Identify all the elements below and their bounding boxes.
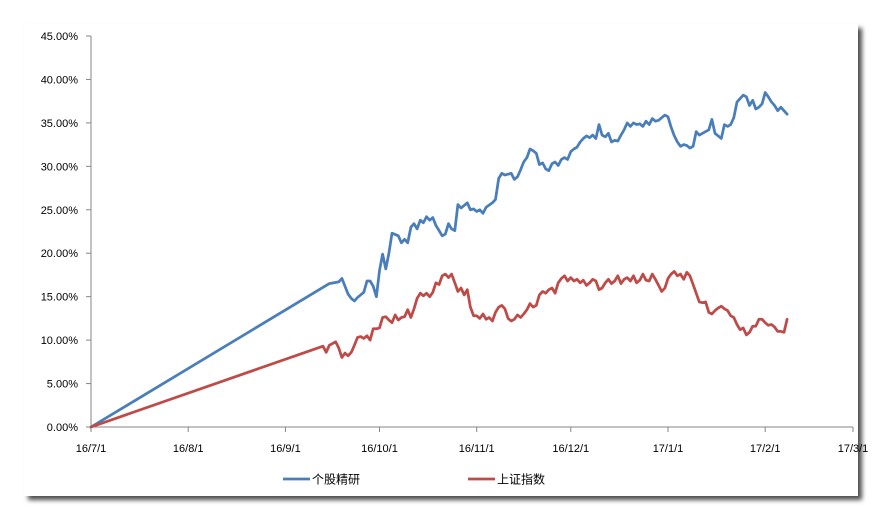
x-tick-label: 16/7/1: [76, 443, 107, 455]
y-tick-label: 45.00%: [41, 31, 79, 43]
x-tick-label: 16/11/1: [459, 443, 495, 455]
series-line-2: [89, 270, 789, 429]
legend: 个股精研 上证指数: [283, 472, 545, 487]
y-tick-label: 30.00%: [41, 161, 79, 173]
series-line-1: [89, 91, 789, 429]
y-tick-label: 25.00%: [41, 205, 79, 217]
legend-label: 个股精研: [312, 473, 360, 487]
y-tick-label: 15.00%: [41, 292, 79, 304]
x-axis-tick-labels: 16/7/1 16/8/1 16/9/1 16/10/1 16/11/1 16/12/1 1…: [76, 427, 869, 455]
x-tick-label: 17/2/1: [750, 443, 781, 455]
y-tick-label: 40.00%: [41, 74, 79, 86]
x-tick-label: 16/8/1: [173, 443, 204, 455]
x-tick-label: 16/9/1: [270, 443, 301, 455]
y-tick-label: 35.00%: [41, 118, 79, 130]
series-lines: [89, 91, 789, 429]
x-tick-label: 16/12/1: [552, 443, 589, 455]
chart-area: [24, 24, 858, 496]
x-tick-label: 17/3/1: [838, 443, 869, 455]
y-tick-label: 10.00%: [41, 335, 79, 347]
legend-label: 上证指数: [497, 472, 545, 487]
x-tick-label: 17/1/1: [653, 443, 684, 455]
y-tick-label: 0.00%: [47, 422, 78, 434]
y-tick-label: 20.00%: [41, 248, 79, 260]
y-axis-tick-labels: 0.00% 5.00% 10.00% 15.00% 20.00% 25.00% 30.00%…: [41, 31, 91, 434]
axes: [90, 36, 853, 428]
y-tick-label: 5.00%: [47, 379, 78, 391]
x-tick-label: 16/10/1: [361, 443, 398, 455]
